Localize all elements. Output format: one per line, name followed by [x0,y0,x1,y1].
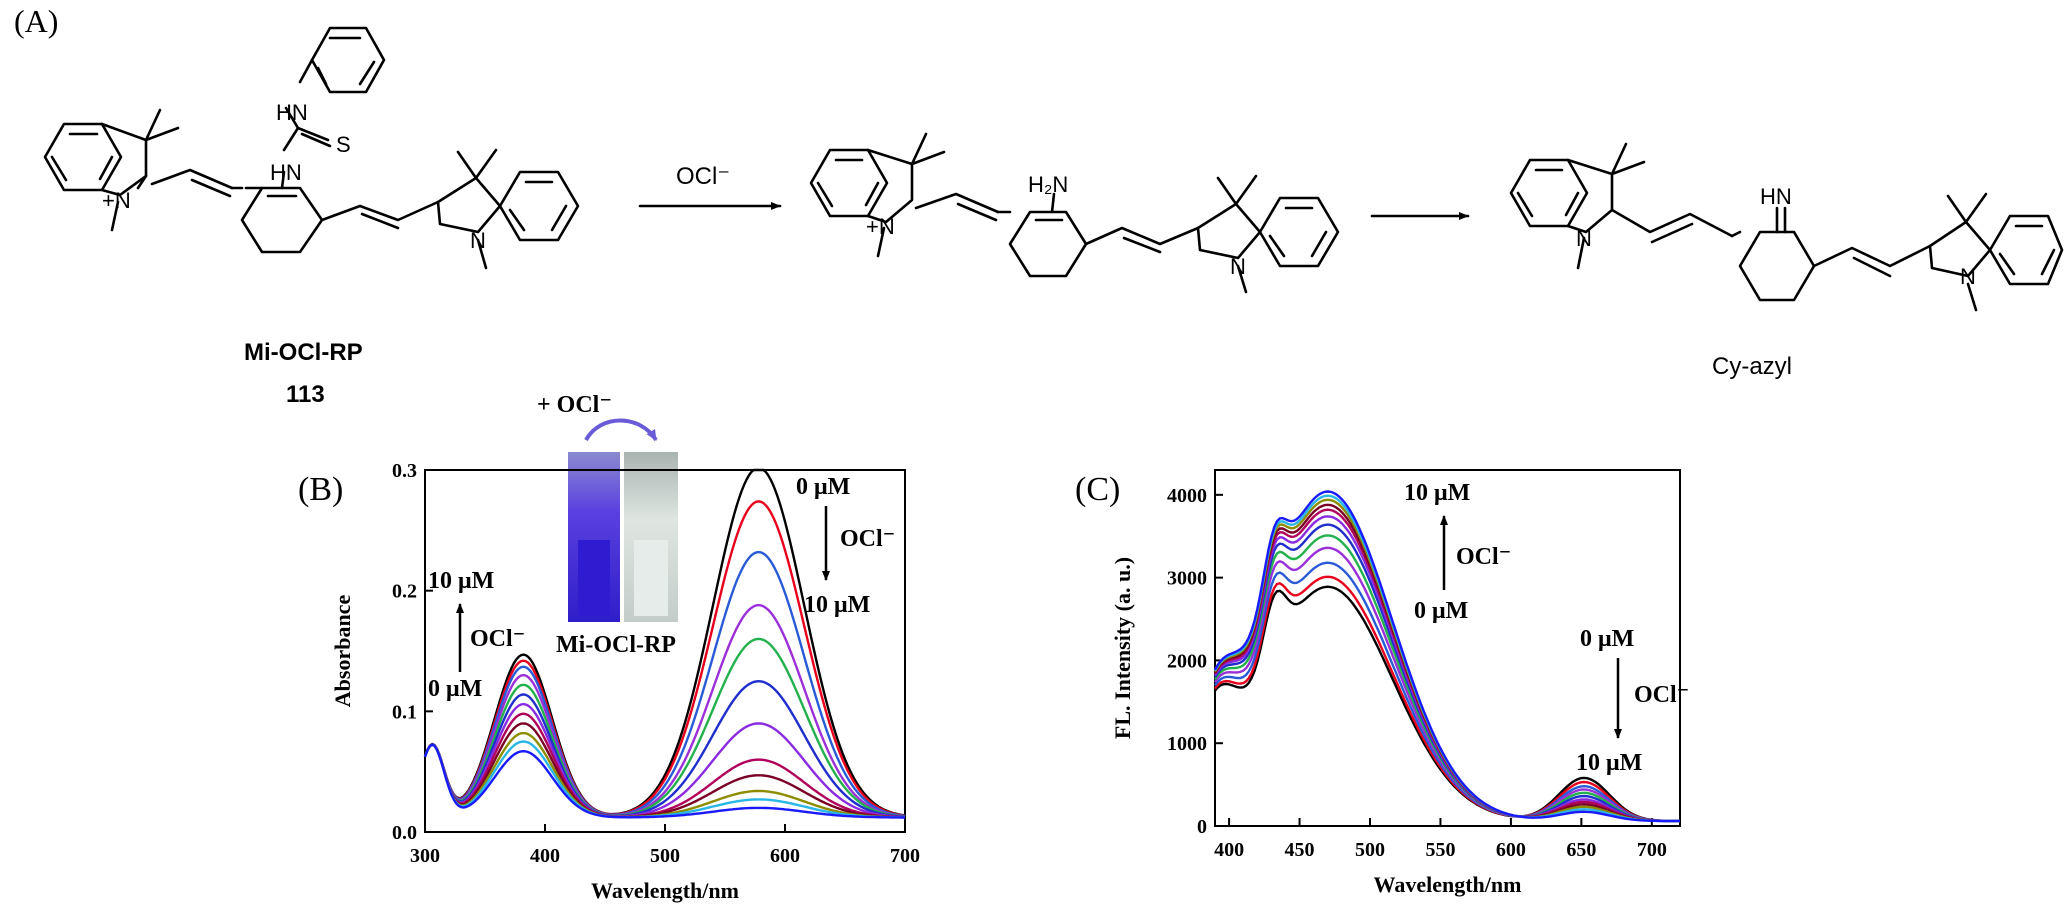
cuvette-right-liquid [634,540,668,616]
atom-hn-2: HN [276,100,308,125]
y-tick-label: 3000 [1167,568,1207,590]
c-top-mid-label: OCl⁻ [1456,544,1511,570]
inset-label-top: + OCl⁻ [537,392,612,418]
inset-label-bottom: Mi-OCl-RP [556,632,676,658]
cuvette-inset: + OCl⁻ Mi-OCl-RP [537,392,682,658]
scheme-atom-labels: +N HN HN S N +N H₂N N N HN N [102,100,1976,289]
atom-n-3: N [1576,226,1592,251]
x-tick-label: 600 [770,845,800,867]
product-name: Cy-azyl [1712,353,1792,380]
b-right-top-label: 0 μM [796,474,850,500]
series-line [1214,561,1680,823]
chart-absorbance: 300 400 500 600 700 0.0 0.1 0.2 0.3 Wavelength/nm… [330,460,920,903]
x-tick-label: 700 [1637,839,1667,861]
atom-hn-1: HN [270,160,302,185]
chart-b-annotations: 10 μM OCl⁻ 0 μM 0 μM OCl⁻ 10 μM [428,474,895,702]
atom-s: S [336,132,351,157]
x-tick-label: 700 [890,845,920,867]
series-line [1213,490,1680,823]
b-right-mid-label: OCl⁻ [840,526,895,552]
structure-mi-ocl-rp [43,26,580,270]
series-line [423,702,906,819]
structure-cy-azyl [1509,142,2064,312]
c-right-top-label: 0 μM [1580,626,1634,652]
atom-n-2: N [1230,254,1246,279]
series-line [423,712,906,819]
y-tick-label: 0.1 [392,701,417,723]
x-tick-label: 500 [650,845,680,867]
series-line [423,603,906,818]
inset-curved-arrow [584,418,658,442]
b-right-bottom-label: 10 μM [804,592,870,618]
compound-name: Mi-OCl-RP [244,339,363,366]
y-tick-label: 0.3 [392,460,417,482]
series-line [1214,575,1680,823]
x-tick-label: 600 [1496,839,1526,861]
c-top-top-label: 10 μM [1404,480,1470,506]
b-left-mid-label: OCl⁻ [470,626,525,652]
series-line [423,679,906,818]
chart-fluorescence: 400 450 500 550 600 650 700 0 1000 2000 3000 4000 Wa… [1110,469,1681,897]
series-line [423,722,906,819]
series-line [423,637,906,818]
atom-n-4: N [1960,264,1976,289]
atom-h2n: H₂N [1028,172,1068,197]
x-tick-label: 450 [1285,839,1315,861]
structure-intermediate [809,132,1340,294]
atom-nplus-2: +N [866,214,895,239]
y-axis-label: FL. Intensity (a. u.) [1110,557,1135,739]
y-tick-label: 4000 [1167,485,1207,507]
series-line [423,468,906,817]
series-line [423,500,906,817]
compound-number: 113 [286,381,325,408]
x-axis-label: Wavelength/nm [1374,872,1522,897]
panel-label-b: (B) [298,471,343,508]
x-tick-label: 400 [530,845,560,867]
x-tick-label: 300 [410,845,440,867]
plot-frame [1214,469,1681,827]
c-right-mid-label: OCl⁻ [1634,682,1689,708]
series-line [423,743,905,819]
series-line [423,550,906,818]
x-tick-label: 650 [1566,839,1596,861]
x-axis-label: Wavelength/nm [591,878,739,903]
reagent-label: OCl⁻ [676,163,730,190]
b-left-bottom-label: 0 μM [428,676,482,702]
chart-c-annotations: 10 μM OCl⁻ 0 μM 0 μM OCl⁻ 10 μM [1404,480,1689,776]
c-top-bottom-label: 0 μM [1414,598,1468,624]
y-axis-label: Absorbance [330,595,355,708]
atom-nplus-1: +N [102,188,131,213]
atom-n-1: N [470,228,486,253]
atom-hn-3: HN [1760,184,1792,209]
x-tick-label: 400 [1214,839,1244,861]
y-tick-label: 1000 [1167,733,1207,755]
x-tick-label: 550 [1425,839,1455,861]
x-tick-label: 500 [1355,839,1385,861]
y-tick-label: 2000 [1167,650,1207,672]
series-line [1214,546,1680,823]
y-tick-label: 0.2 [392,581,417,603]
b-left-top-label: 10 μM [428,568,494,594]
cuvette-left-liquid [578,540,610,616]
y-tick-label: 0 [1197,816,1207,838]
panel-label-c: (C) [1075,471,1120,508]
panel-label-a: (A) [14,3,58,39]
reaction-scheme [43,26,2064,312]
c-right-bottom-label: 10 μM [1576,750,1642,776]
y-tick-label: 0.0 [392,822,417,844]
